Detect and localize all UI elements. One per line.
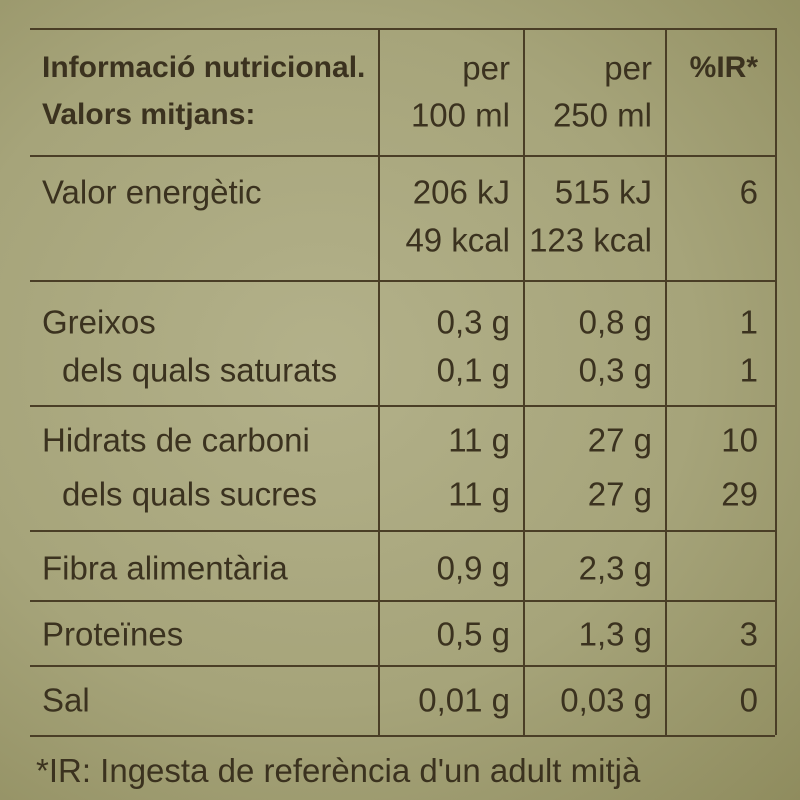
row-label: Informació nutricional.: [42, 51, 366, 84]
row-rule: [30, 665, 775, 667]
value-cell: 27 g: [587, 475, 652, 513]
value-cell: 100 ml: [410, 96, 510, 134]
value-cell: 0,01 g: [418, 681, 510, 719]
value-cell: 10: [721, 421, 758, 459]
value-cell: 2,3 g: [578, 549, 652, 587]
value-cell: 1: [739, 303, 758, 341]
column-rule: [665, 28, 667, 735]
row-label: Fibra alimentària: [42, 549, 288, 587]
column-rule: [523, 28, 525, 735]
value-cell: 0,03 g: [560, 681, 652, 719]
row-rule: [30, 280, 775, 282]
row-rule: [30, 600, 775, 602]
value-cell: 27 g: [587, 421, 652, 459]
value-cell: 0,8 g: [578, 303, 652, 341]
value-cell: 0,3 g: [436, 303, 510, 341]
value-cell: 29: [721, 475, 758, 513]
row-rule: [30, 530, 775, 532]
row-label: Valors mitjans:: [42, 98, 256, 131]
row-rule: [30, 28, 775, 30]
value-cell: 11 g: [448, 421, 510, 459]
value-cell: 49 kcal: [405, 221, 510, 259]
value-cell: per: [604, 49, 652, 87]
row-label: Proteïnes: [42, 615, 184, 653]
value-cell: %IR*: [689, 51, 758, 84]
value-cell: 206 kJ: [412, 173, 510, 211]
row-label: Sal: [42, 681, 90, 719]
row-label: dels quals saturats: [62, 351, 338, 389]
row-label: Valor energètic: [42, 173, 262, 211]
row-rule: [30, 735, 775, 737]
value-cell: 0,5 g: [436, 615, 510, 653]
value-cell: 250 ml: [552, 96, 652, 134]
value-cell: 0,9 g: [436, 549, 510, 587]
value-cell: 11 g: [448, 475, 510, 513]
value-cell: 0,3 g: [578, 351, 652, 389]
value-cell: 1,3 g: [578, 615, 652, 653]
value-cell: 515 kJ: [554, 173, 652, 211]
value-cell: per: [462, 49, 510, 87]
value-cell: 3: [739, 615, 758, 653]
row-label: dels quals sucres: [62, 475, 317, 513]
footnote: *IR: Ingesta de referència d'un adult mi…: [36, 752, 641, 789]
value-cell: 123 kcal: [529, 221, 652, 259]
value-cell: 6: [739, 173, 758, 211]
row-rule: [30, 405, 775, 407]
row-label: Hidrats de carboni: [42, 421, 310, 459]
value-cell: 0: [739, 681, 758, 719]
column-rule: [775, 28, 777, 735]
value-cell: 1: [739, 351, 758, 389]
value-cell: 0,1 g: [436, 351, 510, 389]
row-rule: [30, 155, 775, 157]
row-label: Greixos: [42, 303, 156, 341]
column-rule: [378, 28, 380, 735]
